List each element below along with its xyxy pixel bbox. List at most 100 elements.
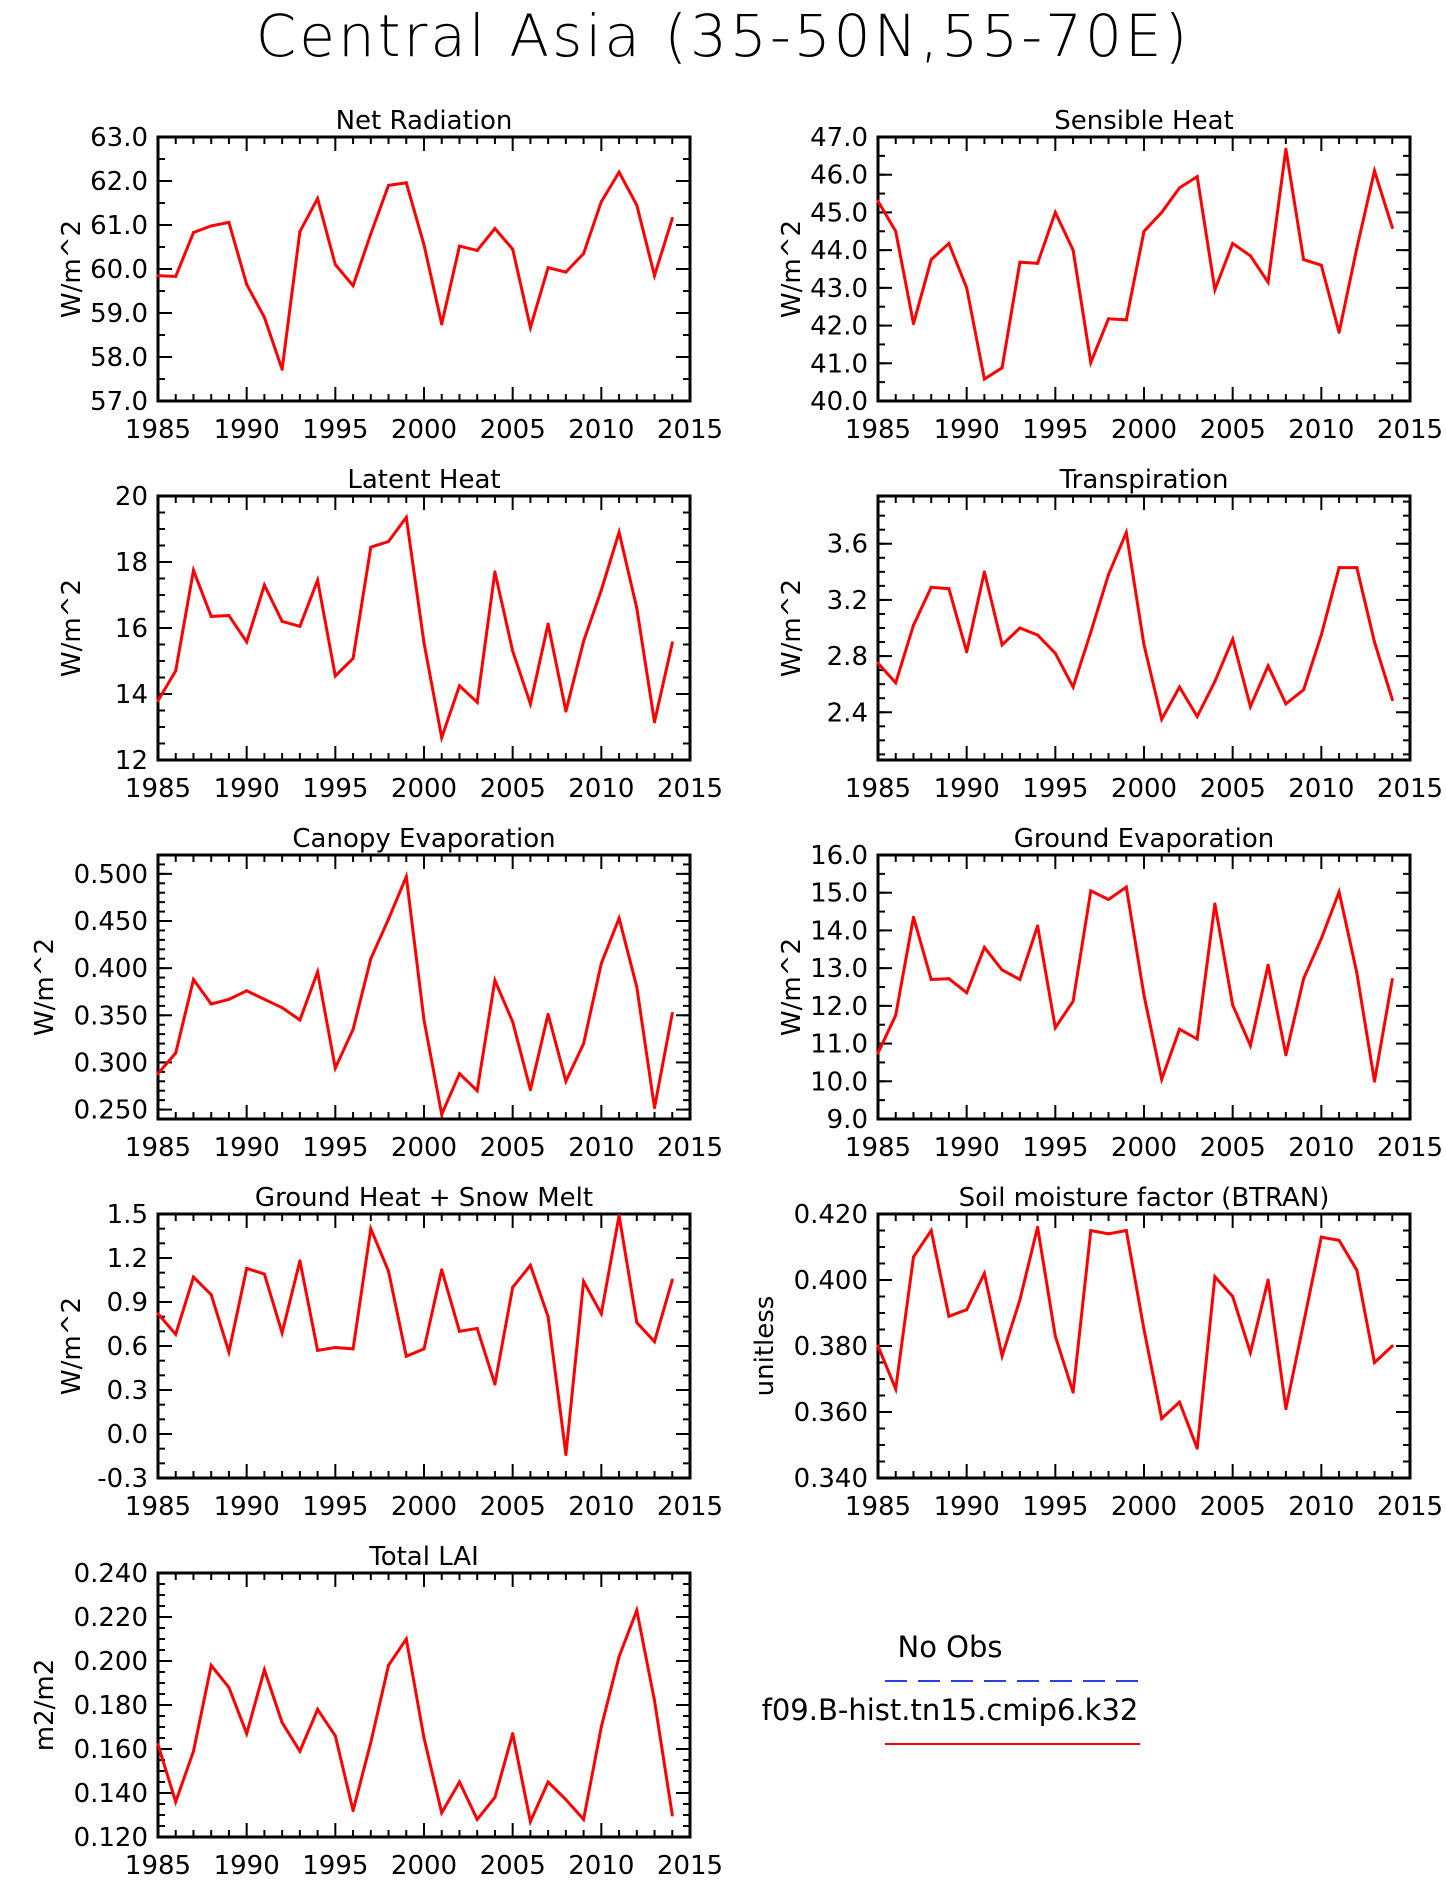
data-point xyxy=(1319,263,1323,267)
data-point xyxy=(1337,566,1341,570)
data-point xyxy=(1000,968,1004,972)
data-point xyxy=(1266,963,1270,967)
data-point xyxy=(670,1278,674,1282)
data-point xyxy=(1373,1079,1377,1083)
y-tick-label: 18 xyxy=(115,548,148,578)
data-point xyxy=(1284,702,1288,706)
data-point xyxy=(1195,175,1199,179)
y-tick-label: 0.250 xyxy=(74,1096,148,1126)
data-point xyxy=(911,915,915,919)
data-point xyxy=(156,1072,160,1076)
x-tick-label: 2000 xyxy=(391,1851,457,1881)
data-point xyxy=(876,1344,880,1348)
data-point xyxy=(876,661,880,665)
data-point xyxy=(174,669,178,673)
data-point xyxy=(404,515,408,519)
data-point xyxy=(653,1106,657,1110)
data-point xyxy=(1160,1417,1164,1421)
y-tick-label: 12.0 xyxy=(810,992,868,1022)
data-point xyxy=(1124,531,1128,535)
data-point xyxy=(227,613,231,617)
data-point xyxy=(1000,366,1004,370)
data-point xyxy=(1373,640,1377,644)
x-tick-label: 1985 xyxy=(125,774,191,804)
x-tick-label: 1985 xyxy=(845,774,911,804)
x-tick-label: 2010 xyxy=(1288,774,1354,804)
y-tick-label: 2.4 xyxy=(827,698,868,728)
y-tick-label: 63.0 xyxy=(90,123,148,153)
data-point xyxy=(1071,999,1075,1003)
data-point xyxy=(1248,705,1252,709)
data-point xyxy=(1213,1275,1217,1279)
y-tick-label: 0.340 xyxy=(794,1464,868,1494)
data-point xyxy=(351,1027,355,1031)
data-point xyxy=(653,720,657,724)
data-point xyxy=(1337,330,1341,334)
data-point xyxy=(599,961,603,965)
y-tick-label: 0.380 xyxy=(794,1332,868,1362)
data-point xyxy=(947,241,951,245)
chart-net-radiation: 1985 1990 1995 2000 2005 2010 2015 57.0 58.0 59.0… xyxy=(57,106,723,445)
data-point xyxy=(422,1018,426,1022)
data-point xyxy=(333,1066,337,1070)
data-point xyxy=(457,244,461,248)
data-point xyxy=(1231,241,1235,245)
legend-swatch-no-obs xyxy=(885,1680,1140,1682)
data-point xyxy=(475,700,479,704)
x-tick-label: 1985 xyxy=(125,1492,191,1522)
x-tick-label: 1990 xyxy=(214,774,280,804)
data-point xyxy=(422,1347,426,1351)
data-point xyxy=(894,1387,898,1391)
data-point xyxy=(511,1732,515,1736)
data-point xyxy=(227,997,231,1001)
data-point xyxy=(333,1734,337,1738)
y-axis-label: W/m^2 xyxy=(777,220,807,318)
x-tick-label: 2005 xyxy=(480,1492,546,1522)
x-tick-label: 1990 xyxy=(214,415,280,445)
data-point xyxy=(1284,147,1288,151)
data-point xyxy=(1107,317,1111,321)
x-tick-label: 2005 xyxy=(1200,415,1266,445)
chart-title: Ground Evaporation xyxy=(1014,824,1274,854)
y-tick-label: 0.180 xyxy=(74,1691,148,1721)
data-point xyxy=(1036,633,1040,637)
data-point xyxy=(1124,885,1128,889)
data-point xyxy=(617,530,621,534)
data-point xyxy=(635,985,639,989)
x-tick-label: 1990 xyxy=(934,774,1000,804)
data-point xyxy=(1195,1446,1199,1450)
data-point xyxy=(351,656,355,660)
x-tick-label: 2010 xyxy=(568,1851,634,1881)
data-point xyxy=(1053,651,1057,655)
data-point xyxy=(965,1308,969,1312)
data-point xyxy=(894,229,898,233)
data-point xyxy=(1390,1344,1394,1348)
y-tick-label: 59.0 xyxy=(90,299,148,329)
data-point xyxy=(528,1088,532,1092)
y-tick-label: 40.0 xyxy=(810,387,868,417)
data-point xyxy=(404,181,408,185)
x-tick-label: 1995 xyxy=(302,1492,368,1522)
data-point xyxy=(1302,258,1306,262)
x-tick-label: 2010 xyxy=(1288,415,1354,445)
data-point xyxy=(209,1002,213,1006)
chart-title: Latent Heat xyxy=(347,465,500,495)
data-point xyxy=(1177,685,1181,689)
y-tick-label: 16.0 xyxy=(810,841,868,871)
data-point xyxy=(351,1347,355,1351)
data-point xyxy=(209,1293,213,1297)
y-tick-label: 12 xyxy=(115,746,148,776)
data-point xyxy=(333,263,337,267)
data-point xyxy=(546,1315,550,1319)
series-line xyxy=(876,884,1394,1085)
data-point xyxy=(982,377,986,381)
data-point xyxy=(653,1699,657,1703)
data-point xyxy=(528,702,532,706)
data-point xyxy=(351,284,355,288)
data-point xyxy=(1071,248,1075,252)
x-tick-label: 2000 xyxy=(391,1133,457,1163)
x-tick-label: 1995 xyxy=(302,774,368,804)
data-point xyxy=(1248,1351,1252,1355)
x-tick-label: 2010 xyxy=(1288,1133,1354,1163)
